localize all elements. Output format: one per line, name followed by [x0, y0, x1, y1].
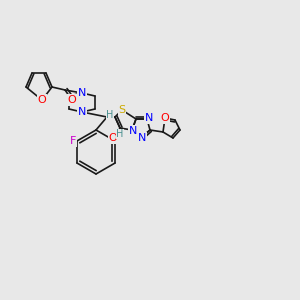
Text: O: O: [109, 133, 117, 143]
Text: N: N: [78, 88, 86, 98]
Text: H: H: [106, 110, 114, 120]
Text: N: N: [145, 113, 153, 123]
Text: O: O: [38, 95, 46, 105]
Text: O: O: [68, 95, 76, 105]
Text: F: F: [70, 136, 76, 146]
Text: O: O: [160, 113, 169, 123]
Text: H: H: [116, 129, 124, 139]
Text: N: N: [138, 133, 146, 143]
Text: N: N: [78, 107, 86, 117]
Text: S: S: [118, 105, 126, 115]
Text: N: N: [129, 126, 137, 136]
